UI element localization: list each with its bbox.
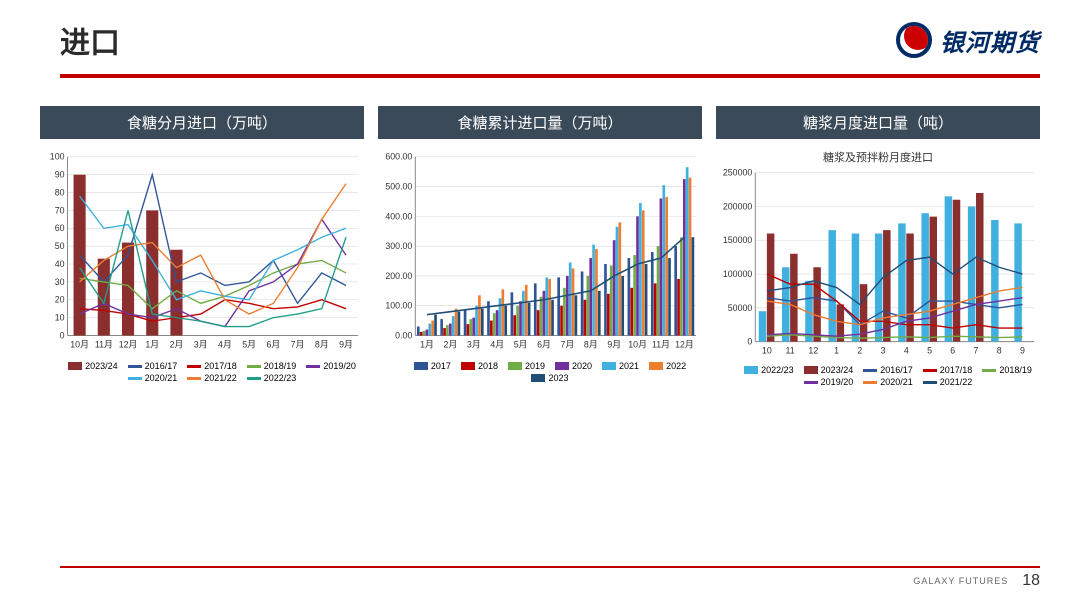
svg-text:6月: 6月 [537,339,551,349]
svg-text:150000: 150000 [723,235,753,245]
chart-1: 0 10 20 30 40 50 60 70 80 90 100 10月 11月 12月 1月 2月 3月 4月 5… [40,149,364,359]
svg-text:0.00: 0.00 [395,330,412,340]
svg-text:5月: 5月 [514,339,528,349]
svg-text:11: 11 [786,345,795,355]
svg-text:1: 1 [834,345,839,355]
svg-text:0: 0 [747,337,752,347]
page-title: 进口 [60,18,120,62]
svg-text:5: 5 [927,345,932,355]
svg-text:250000: 250000 [723,168,753,178]
panel-3-title: 糖浆月度进口量（吨） [716,106,1040,139]
svg-text:8: 8 [997,345,1002,355]
chart-3-legend: 2022/232023/242016/172017/182018/192019/… [716,363,1040,387]
chart-3-subtitle: 糖浆及预拌粉月度进口 [716,149,1040,165]
svg-text:400.00: 400.00 [385,211,412,221]
svg-text:12: 12 [808,345,818,355]
svg-text:8月: 8月 [315,339,329,349]
svg-text:500.00: 500.00 [385,182,412,192]
svg-text:6月: 6月 [266,339,280,349]
page-number: 18 [1022,572,1040,590]
svg-text:200.00: 200.00 [385,271,412,281]
panel-1-title: 食糖分月进口（万吨） [40,106,364,139]
svg-text:10月: 10月 [628,339,647,349]
svg-text:11月: 11月 [95,339,113,349]
svg-text:0: 0 [60,330,65,340]
svg-text:20: 20 [55,295,65,305]
svg-text:10: 10 [762,345,772,355]
panel-1: 食糖分月进口（万吨） 0 10 20 30 40 50 60 70 80 90 100 10月 11月 1… [40,106,364,387]
svg-text:10: 10 [55,313,65,323]
svg-text:3: 3 [881,345,886,355]
svg-text:30: 30 [55,277,65,287]
brand-logo: 银河期货 [896,22,1040,58]
svg-text:12月: 12月 [119,339,138,349]
svg-text:11月: 11月 [652,339,670,349]
svg-text:50: 50 [55,241,65,251]
svg-text:60: 60 [55,223,65,233]
svg-text:1月: 1月 [420,339,434,349]
svg-text:7月: 7月 [561,339,575,349]
svg-text:12月: 12月 [675,339,694,349]
brand-name: 银河期货 [940,23,1040,58]
svg-text:300.00: 300.00 [385,241,412,251]
svg-text:7: 7 [974,345,979,355]
svg-text:100000: 100000 [723,269,753,279]
svg-text:2月: 2月 [170,339,184,349]
svg-text:600.00: 600.00 [385,152,412,162]
charts-row: 食糖分月进口（万吨） 010203040506070809010010月11月1… [0,78,1080,387]
svg-text:80: 80 [55,187,65,197]
chart-2-legend: 2017201820192020202120222023 [378,359,702,383]
svg-text:4月: 4月 [218,339,232,349]
chart-1-legend: 2023/242016/172017/182018/192019/202020/… [40,359,364,383]
svg-text:9月: 9月 [607,339,621,349]
panel-2: 食糖累计进口量（万吨） 0.00 100.00 200.00 300.00 400.00… [378,106,702,387]
svg-text:9: 9 [1020,345,1025,355]
svg-text:50000: 50000 [728,303,753,313]
svg-text:100.00: 100.00 [385,301,412,311]
svg-text:3月: 3月 [467,339,481,349]
svg-text:200000: 200000 [723,201,753,211]
svg-text:6: 6 [950,345,955,355]
footer-brand: GALAXY FUTURES [913,576,1008,586]
chart-2: 0.00 100.00 200.00 300.00 400.00 500.00 600.00… [378,149,702,359]
svg-text:2: 2 [857,345,862,355]
svg-text:9月: 9月 [339,339,353,349]
svg-text:3月: 3月 [194,339,208,349]
header: 进口 银河期货 [0,0,1080,70]
chart-3: 0500001000001500002000002500001011121234… [716,167,1040,363]
svg-text:5月: 5月 [242,339,256,349]
svg-text:70: 70 [55,205,65,215]
svg-text:100: 100 [50,152,65,162]
svg-text:1月: 1月 [145,339,159,349]
svg-text:2月: 2月 [444,339,458,349]
svg-text:7月: 7月 [291,339,305,349]
logo-icon [896,22,932,58]
svg-text:40: 40 [55,259,65,269]
panel-2-title: 食糖累计进口量（万吨） [378,106,702,139]
svg-text:4月: 4月 [490,339,504,349]
svg-text:4: 4 [904,345,909,355]
svg-text:10月: 10月 [70,339,89,349]
svg-text:8月: 8月 [584,339,598,349]
footer: GALAXY FUTURES 18 [60,566,1040,590]
panel-3: 糖浆月度进口量（吨） 糖浆及预拌粉月度进口 0 50000 100000 150000… [716,106,1040,387]
svg-text:90: 90 [55,170,65,180]
